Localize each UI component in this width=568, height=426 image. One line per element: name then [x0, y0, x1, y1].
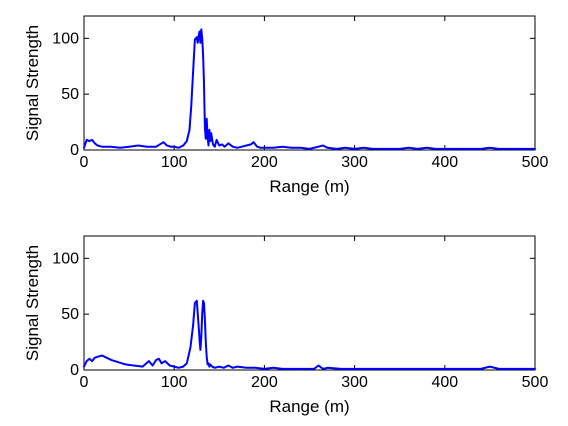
signal-line-2 — [83, 299, 536, 370]
x-tick-label: 500 — [522, 154, 549, 171]
y-axis-label: Signal Strength — [23, 25, 42, 141]
subplot-1: 0 100 200 300 400 500 0 50 100 Range (m) Signal St… — [23, 15, 549, 196]
signal-line-1 — [83, 28, 536, 150]
x-tick-label: 500 — [522, 374, 549, 391]
x-tick-label: 200 — [251, 154, 278, 171]
y-tick-label: 100 — [52, 250, 79, 267]
subplot-2: 0 100 200 300 400 500 0 50 100 Range (m) Signal St… — [23, 235, 549, 416]
plot-area-1 — [83, 15, 536, 151]
x-tick-label: 100 — [161, 374, 188, 391]
x-axis-label: Range (m) — [269, 177, 349, 196]
y-tick-label: 50 — [61, 86, 79, 103]
x-tick-label: 0 — [80, 374, 89, 391]
y-tick-label: 0 — [70, 362, 79, 379]
y-tick-label: 0 — [70, 142, 79, 159]
x-tick-label: 0 — [80, 154, 89, 171]
x-tick-label: 100 — [161, 154, 188, 171]
x-tick-label: 300 — [341, 154, 368, 171]
y-tick-label: 100 — [52, 30, 79, 47]
x-tick-label: 400 — [431, 154, 458, 171]
y-axis-label: Signal Strength — [23, 245, 42, 361]
x-tick-label: 400 — [431, 374, 458, 391]
x-axis-label: Range (m) — [269, 397, 349, 416]
plot-area-2 — [83, 235, 536, 371]
x-tick-label: 300 — [341, 374, 368, 391]
x-tick-label: 200 — [251, 374, 278, 391]
y-tick-label: 50 — [61, 306, 79, 323]
